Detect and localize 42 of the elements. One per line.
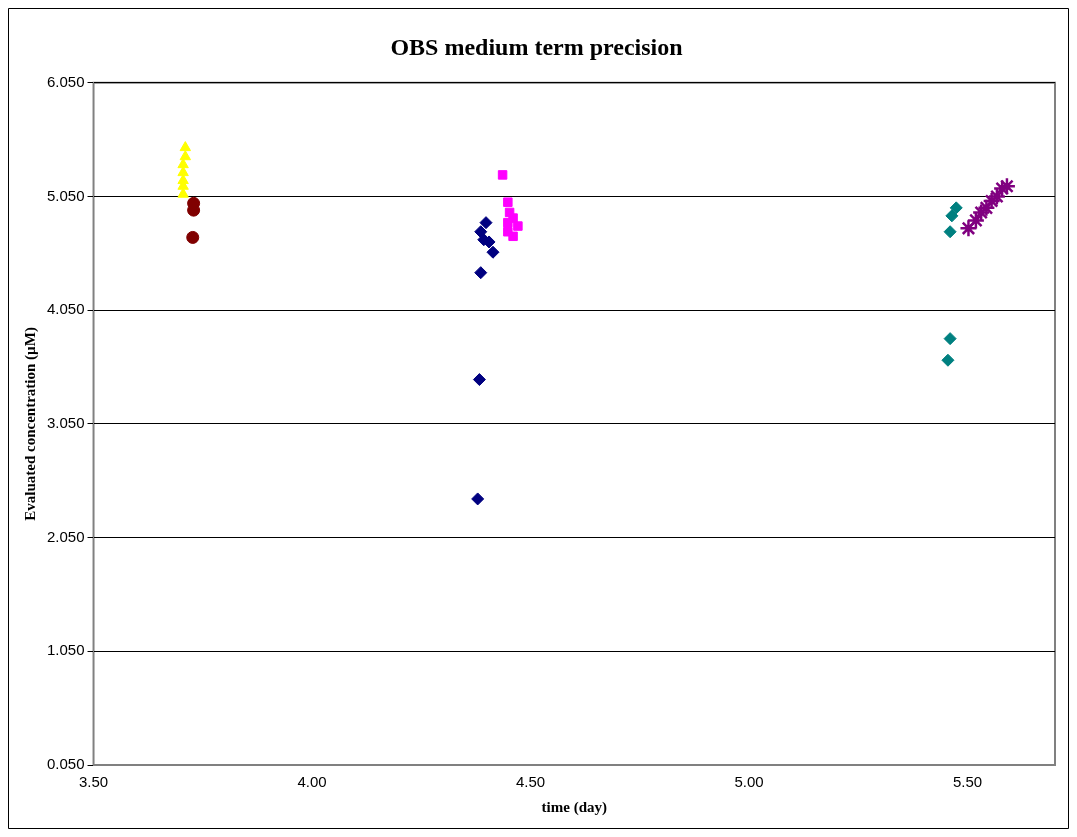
point [941,353,955,367]
point [943,332,957,346]
point [943,225,957,239]
point [987,187,1007,206]
point [497,170,508,180]
point [179,150,192,161]
point [186,230,200,244]
point [959,219,978,238]
x-tick-label: 4.00 [297,773,327,791]
point [966,211,986,230]
y-axis-title: Evaluated concentration (µM) [21,327,39,521]
point [471,492,485,506]
y-tick-label: 1.050 [46,641,85,659]
point [177,158,189,169]
y-tick-label: 2.050 [46,527,85,545]
point [945,209,959,223]
point [513,221,523,231]
x-axis-title: time (day) [541,798,607,816]
point [997,177,1017,196]
x-tick-label: 5.50 [952,773,983,791]
y-tick-label: 5.050 [46,186,85,204]
point [177,166,189,177]
point [982,191,1001,211]
point [179,141,192,152]
point [472,373,486,387]
x-tick-label: 5.00 [734,773,764,791]
y-tick-label: 3.050 [46,414,85,432]
point [486,245,500,259]
point [474,266,488,280]
point [479,216,493,230]
chart-title: OBS medium term precision [390,33,683,60]
x-tick-label: 4.50 [515,773,546,791]
point [977,198,996,218]
point [508,231,518,242]
point [503,197,513,207]
point [503,217,513,228]
y-tick-label: 6.050 [46,72,85,90]
y-tick-label: 4.050 [46,300,85,318]
y-tick-label: 0.050 [46,755,85,773]
x-tick-label: 3.50 [78,773,109,791]
point [949,201,963,215]
point [971,203,991,222]
